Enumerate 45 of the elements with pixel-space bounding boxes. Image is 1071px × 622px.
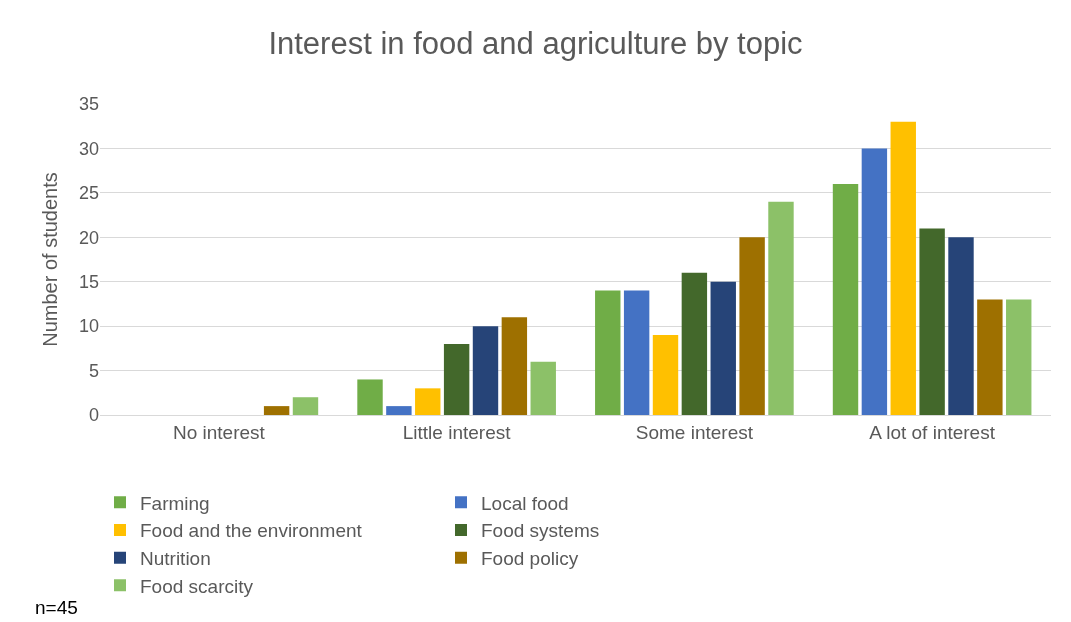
bar	[681, 272, 708, 415]
bar	[832, 183, 859, 415]
y-tick-label: 5	[88, 360, 99, 381]
bar	[652, 335, 679, 415]
bar	[443, 343, 470, 415]
y-tick-label: 20	[78, 227, 99, 248]
bar	[530, 361, 556, 415]
bar	[263, 406, 290, 415]
bar	[890, 121, 916, 415]
legend-label: Food systems	[481, 520, 600, 542]
bar	[1006, 299, 1032, 415]
bar	[623, 290, 650, 415]
x-tick-label: Little interest	[402, 421, 512, 443]
legend-label: Food policy	[481, 548, 579, 570]
legend-label: Food scarcity	[140, 575, 254, 597]
y-tick-label: 25	[78, 183, 99, 204]
y-tick-label: 10	[78, 316, 99, 337]
bar	[710, 281, 736, 415]
x-tick-label: Some interest	[635, 421, 754, 443]
bar	[292, 397, 319, 415]
y-tick-label: 15	[78, 272, 99, 293]
bar	[948, 237, 974, 415]
x-tick-label: No interest	[172, 421, 266, 443]
legend-label: Food and the environment	[140, 520, 363, 542]
y-tick-label: 30	[78, 138, 99, 159]
bar	[595, 290, 621, 415]
legend-label: Farming	[140, 492, 210, 514]
x-tick-label: A lot of interest	[869, 421, 996, 443]
bar	[386, 406, 412, 415]
bar	[977, 299, 1003, 415]
bar	[501, 317, 528, 415]
bar	[861, 148, 888, 415]
y-axis-title: Number of students	[39, 172, 62, 347]
bar	[415, 388, 441, 415]
bar	[768, 201, 794, 415]
legend-label: Nutrition	[140, 548, 211, 570]
bar	[919, 228, 945, 415]
bar	[357, 379, 383, 415]
y-tick-label: 0	[88, 405, 99, 426]
chart-title: Interest in food and agriculture by topic	[268, 26, 803, 62]
text: n=45	[35, 597, 78, 618]
bar	[739, 237, 765, 415]
bar	[472, 326, 499, 415]
y-tick-label: 35	[78, 94, 99, 115]
legend-label: Local food	[481, 492, 569, 514]
